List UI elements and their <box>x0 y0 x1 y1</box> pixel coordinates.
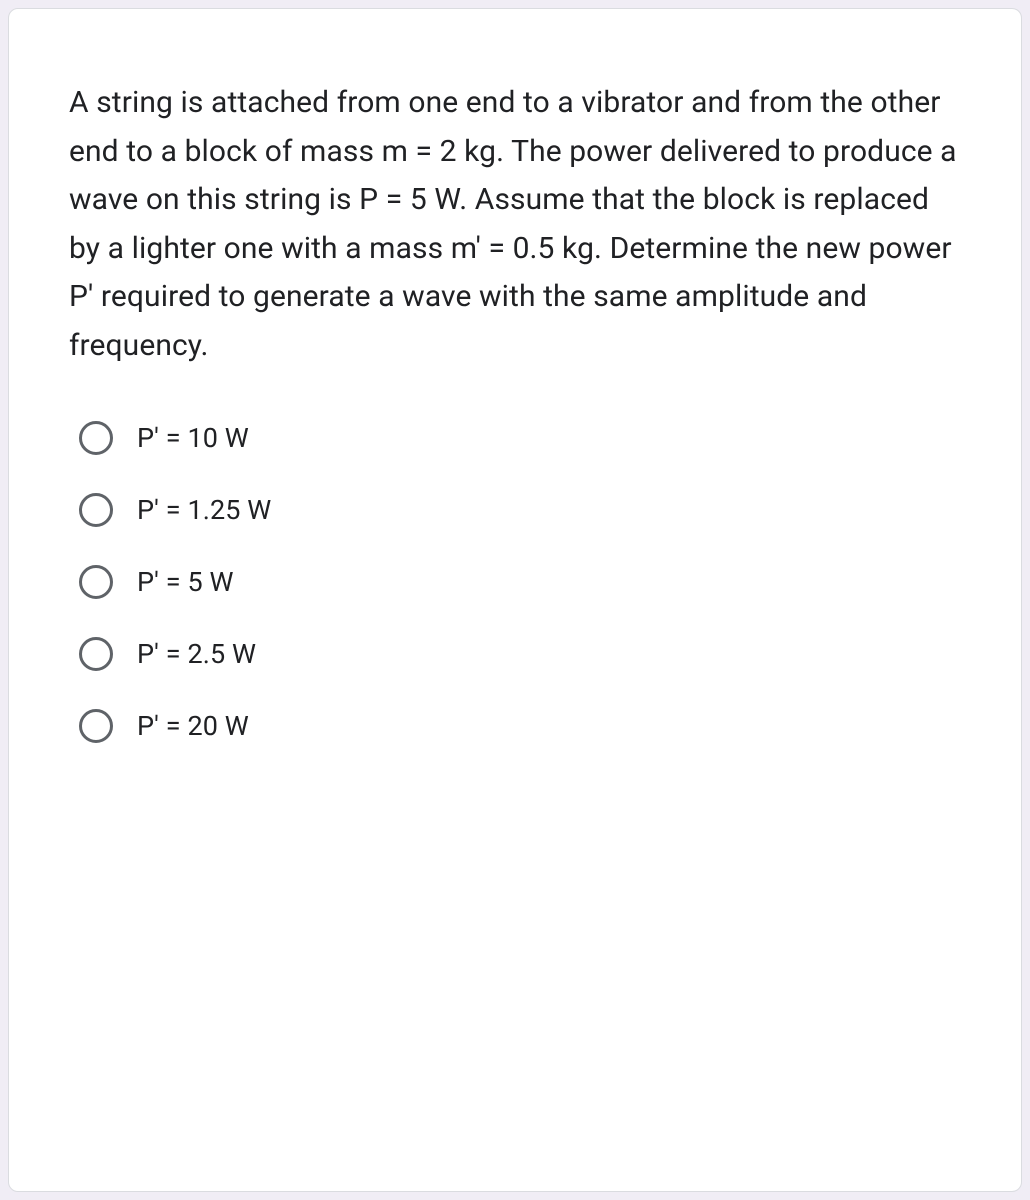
radio-icon[interactable] <box>79 637 113 671</box>
question-card: A string is attached from one end to a v… <box>8 8 1022 1192</box>
option-label: P' = 5 W <box>137 566 234 598</box>
radio-icon[interactable] <box>79 565 113 599</box>
option-label: P' = 20 W <box>137 710 249 742</box>
option-label: P' = 1.25 W <box>137 494 271 526</box>
question-text: A string is attached from one end to a v… <box>69 79 961 371</box>
option-row[interactable]: P' = 2.5 W <box>79 637 961 671</box>
radio-icon[interactable] <box>79 421 113 455</box>
option-row[interactable]: P' = 10 W <box>79 421 961 455</box>
option-row[interactable]: P' = 5 W <box>79 565 961 599</box>
radio-icon[interactable] <box>79 493 113 527</box>
option-row[interactable]: P' = 1.25 W <box>79 493 961 527</box>
option-row[interactable]: P' = 20 W <box>79 709 961 743</box>
option-label: P' = 10 W <box>137 422 249 454</box>
option-label: P' = 2.5 W <box>137 638 256 670</box>
radio-icon[interactable] <box>79 709 113 743</box>
options-group: P' = 10 W P' = 1.25 W P' = 5 W P' = 2.5 … <box>69 421 961 743</box>
